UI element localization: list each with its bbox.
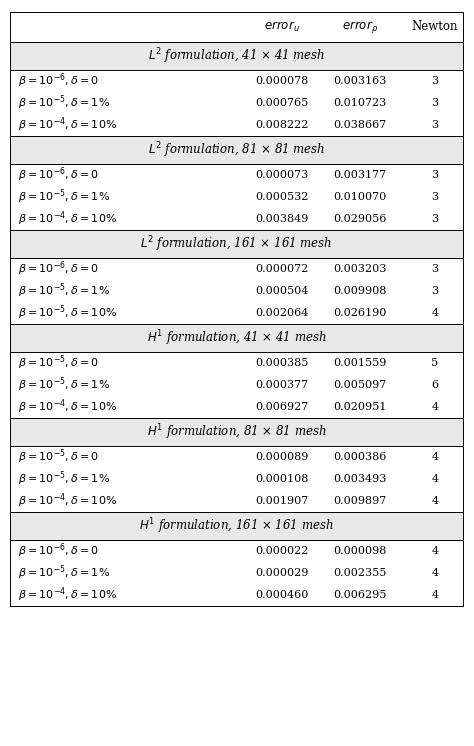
Text: $\beta = 10^{-6}, \delta = 0$: $\beta = 10^{-6}, \delta = 0$ <box>18 72 99 90</box>
Text: 0.010070: 0.010070 <box>333 192 387 202</box>
Text: 0.002064: 0.002064 <box>255 308 309 318</box>
Text: 0.000385: 0.000385 <box>255 358 309 368</box>
Text: $\beta = 10^{-5}, \delta = 1\%$: $\beta = 10^{-5}, \delta = 1\%$ <box>18 188 110 207</box>
Text: 0.000089: 0.000089 <box>255 452 309 462</box>
Text: 0.000377: 0.000377 <box>255 380 309 390</box>
Text: 0.000765: 0.000765 <box>255 98 309 108</box>
Text: $\beta = 10^{-5}, \delta = 1\%$: $\beta = 10^{-5}, \delta = 1\%$ <box>18 564 110 583</box>
Text: 0.006927: 0.006927 <box>255 402 309 412</box>
Text: 3: 3 <box>431 264 438 274</box>
Text: $\beta = 10^{-4}, \delta = 10\%$: $\beta = 10^{-4}, \delta = 10\%$ <box>18 492 117 510</box>
Text: 0.020951: 0.020951 <box>333 402 387 412</box>
Text: $L^{2}$ formulation, 81 $\times$ 81 mesh: $L^{2}$ formulation, 81 $\times$ 81 mesh <box>148 140 325 160</box>
Text: $\beta = 10^{-4}, \delta = 10\%$: $\beta = 10^{-4}, \delta = 10\%$ <box>18 116 117 134</box>
Text: $\beta = 10^{-5}, \delta = 1\%$: $\beta = 10^{-5}, \delta = 1\%$ <box>18 470 110 489</box>
Text: $L^{2}$ formulation, 41 $\times$ 41 mesh: $L^{2}$ formulation, 41 $\times$ 41 mesh <box>148 46 325 66</box>
Text: 5: 5 <box>431 358 438 368</box>
Text: $H^{1}$ formulation, 81 $\times$ 81 mesh: $H^{1}$ formulation, 81 $\times$ 81 mesh <box>146 422 326 442</box>
Text: $\beta = 10^{-6}, \delta = 0$: $\beta = 10^{-6}, \delta = 0$ <box>18 166 99 184</box>
Text: 4: 4 <box>431 402 438 412</box>
Text: 0.000108: 0.000108 <box>255 474 309 484</box>
Text: 0.002355: 0.002355 <box>333 568 387 578</box>
Text: 0.001559: 0.001559 <box>333 358 387 368</box>
Text: 0.003849: 0.003849 <box>255 214 309 224</box>
Text: 0.003177: 0.003177 <box>333 170 387 180</box>
Text: error$_\rho$: error$_\rho$ <box>342 19 378 35</box>
Text: 0.000029: 0.000029 <box>255 568 309 578</box>
Text: 4: 4 <box>431 474 438 484</box>
Text: 0.003163: 0.003163 <box>333 76 387 86</box>
Text: $\beta = 10^{-5}, \delta = 0$: $\beta = 10^{-5}, \delta = 0$ <box>18 354 99 372</box>
Text: 0.029056: 0.029056 <box>333 214 387 224</box>
Text: 0.000386: 0.000386 <box>333 452 387 462</box>
Text: 4: 4 <box>431 546 438 556</box>
Bar <box>10 324 463 352</box>
Text: 4: 4 <box>431 590 438 600</box>
Text: 3: 3 <box>431 120 438 130</box>
Bar <box>10 136 463 164</box>
Text: $\beta = 10^{-6}, \delta = 0$: $\beta = 10^{-6}, \delta = 0$ <box>18 542 99 560</box>
Text: $\beta = 10^{-6}, \delta = 0$: $\beta = 10^{-6}, \delta = 0$ <box>18 260 99 278</box>
Text: 3: 3 <box>431 98 438 108</box>
Text: 0.000532: 0.000532 <box>255 192 309 202</box>
Text: 4: 4 <box>431 452 438 462</box>
Text: 3: 3 <box>431 286 438 296</box>
Text: 0.003203: 0.003203 <box>333 264 387 274</box>
Text: 0.000022: 0.000022 <box>255 546 309 556</box>
Text: 0.009908: 0.009908 <box>333 286 387 296</box>
Text: 0.000098: 0.000098 <box>333 546 387 556</box>
Text: 0.008222: 0.008222 <box>255 120 309 130</box>
Text: 4: 4 <box>431 496 438 506</box>
Text: 0.038667: 0.038667 <box>333 120 387 130</box>
Text: 3: 3 <box>431 76 438 86</box>
Bar <box>10 512 463 540</box>
Text: 3: 3 <box>431 214 438 224</box>
Text: error$_u$: error$_u$ <box>264 20 300 34</box>
Text: 0.001907: 0.001907 <box>255 496 309 506</box>
Text: $\beta = 10^{-5}, \delta = 1\%$: $\beta = 10^{-5}, \delta = 1\%$ <box>18 282 110 301</box>
Text: 0.006295: 0.006295 <box>333 590 387 600</box>
Bar <box>10 418 463 446</box>
Text: 0.000078: 0.000078 <box>255 76 309 86</box>
Text: 3: 3 <box>431 170 438 180</box>
Text: 3: 3 <box>431 192 438 202</box>
Bar <box>10 42 463 70</box>
Text: 0.010723: 0.010723 <box>333 98 387 108</box>
Text: $\beta = 10^{-4}, \delta = 10\%$: $\beta = 10^{-4}, \delta = 10\%$ <box>18 398 117 416</box>
Text: 0.000504: 0.000504 <box>255 286 309 296</box>
Text: 0.000460: 0.000460 <box>255 590 309 600</box>
Text: 0.005097: 0.005097 <box>333 380 387 390</box>
Text: $H^{1}$ formulation, 161 $\times$ 161 mesh: $H^{1}$ formulation, 161 $\times$ 161 me… <box>139 516 334 536</box>
Text: $\beta = 10^{-5}, \delta = 1\%$: $\beta = 10^{-5}, \delta = 1\%$ <box>18 94 110 113</box>
Text: $L^{2}$ formulation, 161 $\times$ 161 mesh: $L^{2}$ formulation, 161 $\times$ 161 me… <box>140 234 333 254</box>
Text: 0.026190: 0.026190 <box>333 308 387 318</box>
Text: 0.000073: 0.000073 <box>255 170 309 180</box>
Text: 0.000072: 0.000072 <box>255 264 309 274</box>
Bar <box>10 230 463 258</box>
Text: 4: 4 <box>431 308 438 318</box>
Text: $\beta = 10^{-5}, \delta = 10\%$: $\beta = 10^{-5}, \delta = 10\%$ <box>18 304 117 322</box>
Text: $\beta = 10^{-5}, \delta = 0$: $\beta = 10^{-5}, \delta = 0$ <box>18 448 99 466</box>
Text: 4: 4 <box>431 568 438 578</box>
Text: $\beta = 10^{-4}, \delta = 10\%$: $\beta = 10^{-4}, \delta = 10\%$ <box>18 586 117 604</box>
Text: 6: 6 <box>431 380 438 390</box>
Text: 0.003493: 0.003493 <box>333 474 387 484</box>
Text: $H^{1}$ formulation, 41 $\times$ 41 mesh: $H^{1}$ formulation, 41 $\times$ 41 mesh <box>146 328 326 348</box>
Text: 0.009897: 0.009897 <box>333 496 387 506</box>
Text: $\beta = 10^{-5}, \delta = 1\%$: $\beta = 10^{-5}, \delta = 1\%$ <box>18 376 110 395</box>
Text: Newton: Newton <box>412 20 458 34</box>
Text: $\beta = 10^{-4}, \delta = 10\%$: $\beta = 10^{-4}, \delta = 10\%$ <box>18 210 117 228</box>
